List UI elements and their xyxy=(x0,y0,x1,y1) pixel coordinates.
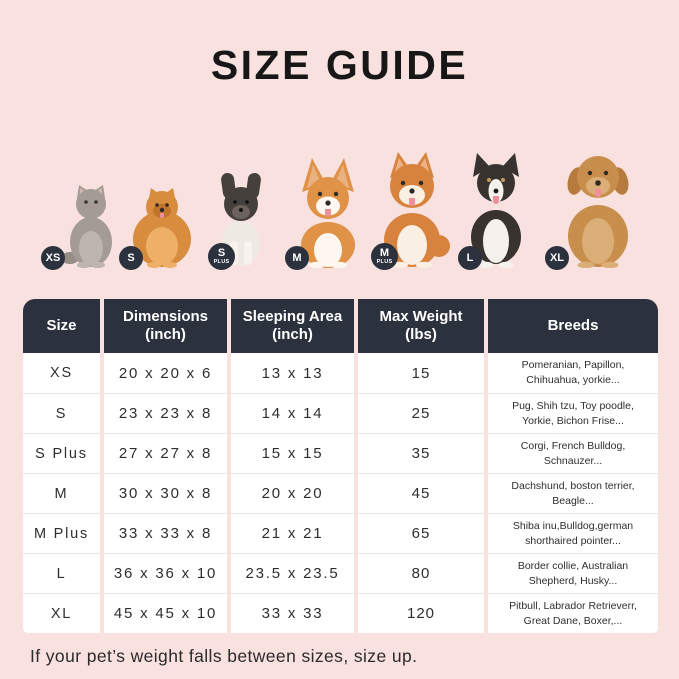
size-badge-xl: XL xyxy=(545,246,569,270)
cell-sleeping-area: 23.5 x 23.5 xyxy=(231,553,354,593)
cell-sleeping-area: 33 x 33 xyxy=(231,593,354,633)
size-badge-m-plus: M PLUS xyxy=(371,243,398,270)
badge-label: M xyxy=(292,251,302,264)
badge-label: M xyxy=(379,246,390,259)
animal-border-collie: L xyxy=(458,151,532,270)
col-header-max-weight: Max Weight (lbs) xyxy=(358,299,484,353)
cell-breeds: Dachshund, boston terrier, Beagle... xyxy=(488,473,658,513)
cell-breeds: Pitbull, Labrador Retrieverr, Great Dane… xyxy=(488,593,658,633)
size-badge-m: M xyxy=(285,246,309,270)
cell-size: S Plus xyxy=(23,433,100,473)
cell-breeds: Corgi, French Bulldog, Schnauzer... xyxy=(488,433,658,473)
badge-label: L xyxy=(466,251,474,264)
cell-sleeping-area: 15 x 15 xyxy=(231,433,354,473)
cell-sleeping-area: 20 x 20 xyxy=(231,473,354,513)
cell-max-weight: 120 xyxy=(358,593,484,633)
animal-cat: XS xyxy=(41,184,120,270)
cell-breeds: Border collie, Australian Shepherd, Husk… xyxy=(488,553,658,593)
badge-label: XS xyxy=(45,251,61,264)
cell-dimensions: 45 x 45 x 10 xyxy=(104,593,227,633)
cell-dimensions: 23 x 23 x 8 xyxy=(104,393,227,433)
shiba-inu-icon xyxy=(384,152,450,268)
cell-sleeping-area: 13 x 13 xyxy=(231,353,354,393)
cell-max-weight: 45 xyxy=(358,473,484,513)
animal-golden-retriever: XL xyxy=(545,141,640,270)
cell-sleeping-area: 21 x 21 xyxy=(231,513,354,553)
size-badge-l: L xyxy=(458,246,482,270)
badge-label: S xyxy=(217,246,226,259)
cell-size: XS xyxy=(23,353,100,393)
animal-shiba-inu: M PLUS xyxy=(371,148,452,270)
col-header-size: Size xyxy=(23,299,100,353)
cell-sleeping-area: 14 x 14 xyxy=(231,393,354,433)
size-badge-s: S xyxy=(119,246,143,270)
cell-size: M Plus xyxy=(23,513,100,553)
col-header-sleeping-area: Sleeping Area (inch) xyxy=(231,299,354,353)
badge-sublabel: PLUS xyxy=(213,258,230,265)
size-table: Size Dimensions (inch) Sleeping Area (in… xyxy=(23,299,658,633)
cat-icon xyxy=(61,185,112,268)
cell-size: M xyxy=(23,473,100,513)
cell-breeds: Pomeranian, Papillon, Chihuahua, yorkie.… xyxy=(488,353,658,393)
cell-size: L xyxy=(23,553,100,593)
cell-max-weight: 65 xyxy=(358,513,484,553)
col-header-dimensions: Dimensions (inch) xyxy=(104,299,227,353)
cell-size: S xyxy=(23,393,100,433)
cell-breeds: Pug, Shih tzu, Toy poodle, Yorkie, Bicho… xyxy=(488,393,658,433)
cell-max-weight: 80 xyxy=(358,553,484,593)
animal-french-bulldog: S PLUS xyxy=(208,171,268,270)
french-bulldog-icon xyxy=(221,172,261,266)
col-header-breeds: Breeds xyxy=(488,299,658,353)
corgi-icon xyxy=(301,158,355,268)
border-collie-icon xyxy=(471,153,521,268)
cell-max-weight: 15 xyxy=(358,353,484,393)
cell-size: XL xyxy=(23,593,100,633)
animal-corgi: M xyxy=(285,156,368,270)
cell-dimensions: 30 x 30 x 8 xyxy=(104,473,227,513)
badge-sublabel: PLUS xyxy=(376,258,393,265)
cell-dimensions: 27 x 27 x 8 xyxy=(104,433,227,473)
size-badge-s-plus: S PLUS xyxy=(208,243,235,270)
badge-label: S xyxy=(127,251,135,264)
animal-pomeranian: S xyxy=(119,186,194,270)
page-title: SIZE GUIDE xyxy=(210,42,469,88)
cell-breeds: Shiba inu,Bulldog,german shorthaired poi… xyxy=(488,513,658,553)
size-badge-xs: XS xyxy=(41,246,65,270)
golden-retriever-icon xyxy=(567,156,629,268)
badge-label: XL xyxy=(549,251,565,264)
cell-dimensions: 33 x 33 x 8 xyxy=(104,513,227,553)
cell-dimensions: 36 x 36 x 10 xyxy=(104,553,227,593)
pomeranian-icon xyxy=(133,188,191,268)
footer-note: If your pet’s weight falls between sizes… xyxy=(30,646,418,666)
cell-max-weight: 25 xyxy=(358,393,484,433)
cell-dimensions: 20 x 20 x 6 xyxy=(104,353,227,393)
cell-max-weight: 35 xyxy=(358,433,484,473)
